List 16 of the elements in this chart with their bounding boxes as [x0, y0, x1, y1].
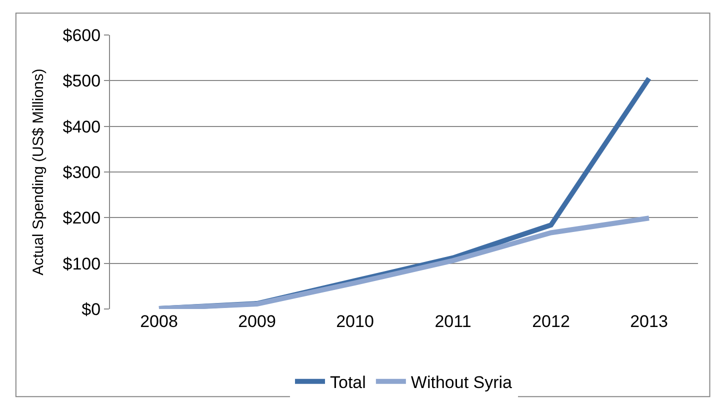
x-tick-label: 2011 — [434, 312, 472, 331]
y-tick-label: $300 — [62, 162, 101, 182]
legend-label: Total — [330, 372, 366, 392]
x-tick-label: 2013 — [630, 312, 668, 331]
x-tick-label: 2008 — [140, 312, 178, 331]
y-tick-label: $200 — [62, 208, 101, 228]
y-tick-label: $400 — [62, 117, 101, 136]
y-tick-label: $0 — [82, 300, 101, 319]
y-tick-label: $500 — [62, 72, 101, 91]
y-tick-label: $600 — [62, 26, 101, 45]
x-tick-label: 2012 — [532, 312, 570, 331]
y-tick-label: $100 — [62, 254, 101, 274]
x-tick-label: 2010 — [336, 312, 374, 331]
y-axis-title: Actual Spending (US$ Millions) — [30, 68, 48, 276]
x-tick-label: 2009 — [238, 312, 276, 331]
legend-label: Without Syria — [410, 372, 513, 392]
